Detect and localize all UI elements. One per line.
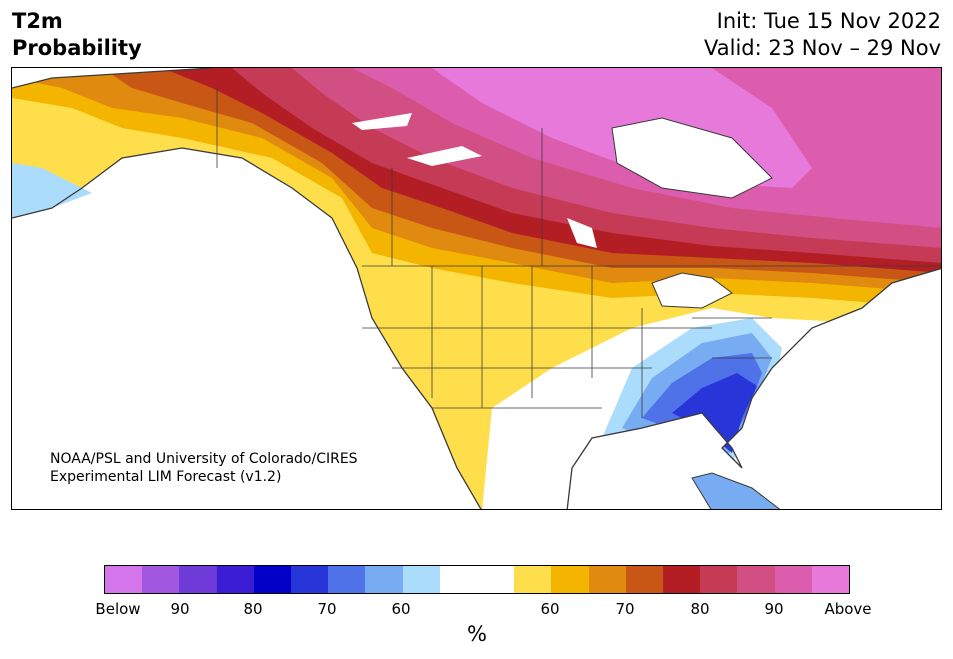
colorbar-tick-label: 90 (764, 600, 784, 618)
lake-winnipeg (567, 218, 597, 248)
coastline (12, 68, 941, 509)
colorbar-tick-label: 90 (170, 600, 190, 618)
colorbar-segment (737, 566, 775, 593)
map-credit: NOAA/PSL and University of Colorado/CIRE… (50, 450, 358, 486)
lake-north-2 (407, 146, 482, 166)
forecast-dates: Init: Tue 15 Nov 2022 Valid: 23 Nov – 29… (704, 8, 941, 62)
colorbar-segment (514, 566, 552, 593)
colorbar-segment (811, 566, 850, 593)
colorbar-segment (588, 566, 626, 593)
credit-line1: NOAA/PSL and University of Colorado/CIRE… (50, 451, 358, 467)
colorbar-unit: % (467, 622, 487, 646)
colorbar-segment (439, 566, 478, 593)
colorbar-segment (551, 566, 589, 593)
colorbar-tick-label: Above (824, 600, 872, 618)
colorbar-segment (328, 566, 366, 593)
colorbar-tick-label: 70 (615, 600, 635, 618)
colorbar-segment (625, 566, 664, 593)
colorbar-legend (104, 565, 850, 594)
colorbar-segment (477, 566, 515, 593)
forecast-map: NOAA/PSL and University of Colorado/CIRE… (11, 67, 942, 510)
colorbar-segment (216, 566, 254, 593)
colorbar-tick-label: 70 (317, 600, 337, 618)
init-date: Init: Tue 15 Nov 2022 (716, 9, 941, 33)
colorbar-tick-label: 60 (391, 600, 411, 618)
map-canvas (12, 68, 941, 509)
colorbar-tick-label: 60 (540, 600, 560, 618)
band-blue-90 (672, 373, 757, 453)
colorbar-segment (402, 566, 440, 593)
valid-date: Valid: 23 Nov – 29 Nov (704, 36, 941, 60)
colorbar-segment (253, 566, 292, 593)
great-lakes (651, 272, 733, 309)
political-borders (216, 88, 941, 418)
colorbar-tick-label: Below (95, 600, 141, 618)
colorbar-segment (142, 566, 180, 593)
colorbar-tick-label: 80 (243, 600, 263, 618)
band-blue-alaska (12, 163, 92, 218)
colorbar-segment (700, 566, 738, 593)
credit-line2: Experimental LIM Forecast (v1.2) (50, 469, 282, 485)
colorbar-segment (105, 566, 143, 593)
lake-north-1 (352, 113, 412, 130)
probability-bands (12, 68, 941, 509)
colorbar-segment (774, 566, 812, 593)
map-title-line1: T2m (12, 9, 63, 33)
map-title: T2m Probability (12, 8, 142, 62)
colorbar-segment (291, 566, 329, 593)
colorbar-segment (663, 566, 701, 593)
map-title-line2: Probability (12, 36, 142, 60)
colorbar-segment (365, 566, 403, 593)
cuba (691, 472, 781, 509)
colorbar-tick-label: 80 (690, 600, 710, 618)
colorbar-segment (179, 566, 217, 593)
hudson-bay (611, 117, 773, 199)
